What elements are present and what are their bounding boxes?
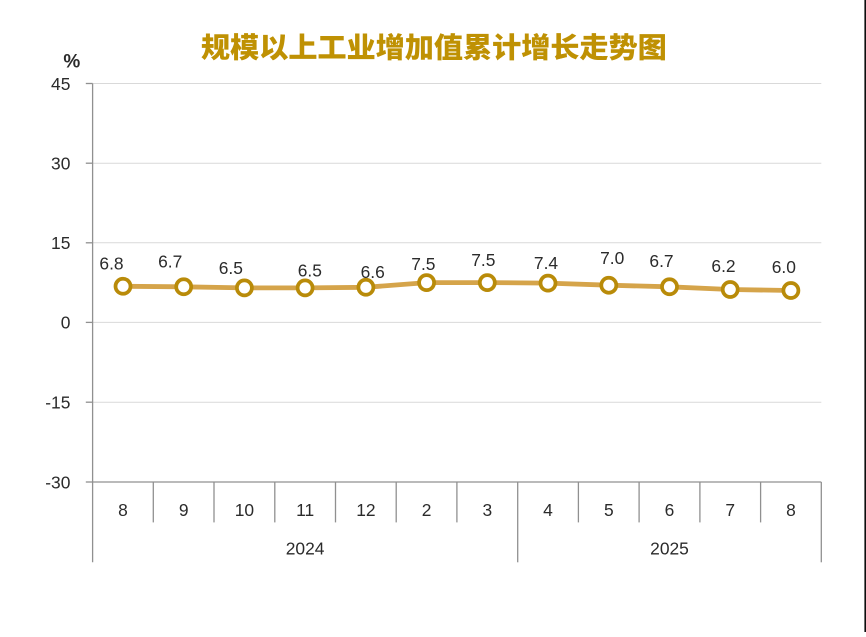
svg-text:0: 0: [61, 313, 71, 333]
svg-text:6.2: 6.2: [711, 256, 735, 276]
svg-text:12: 12: [356, 500, 375, 520]
svg-text:9: 9: [179, 500, 189, 520]
svg-text:6.7: 6.7: [649, 251, 673, 271]
svg-text:30: 30: [51, 154, 70, 174]
svg-text:6.7: 6.7: [158, 252, 182, 272]
svg-text:45: 45: [51, 74, 70, 94]
svg-text:7.5: 7.5: [411, 254, 435, 274]
svg-text:11: 11: [296, 500, 314, 520]
svg-text:8: 8: [118, 500, 128, 520]
svg-text:6.5: 6.5: [219, 258, 243, 278]
svg-text:8: 8: [786, 500, 796, 520]
svg-text:5: 5: [604, 500, 614, 520]
svg-text:6: 6: [665, 500, 675, 520]
svg-text:-15: -15: [45, 393, 70, 413]
svg-text:%: %: [63, 51, 80, 72]
svg-text:-30: -30: [45, 472, 70, 492]
svg-text:6.6: 6.6: [361, 262, 385, 282]
svg-text:4: 4: [543, 500, 553, 520]
svg-text:2: 2: [422, 500, 432, 520]
svg-text:15: 15: [51, 233, 70, 253]
svg-text:10: 10: [235, 500, 254, 520]
svg-text:6.5: 6.5: [298, 260, 322, 280]
svg-text:2025: 2025: [650, 538, 689, 558]
svg-text:7.5: 7.5: [471, 250, 495, 270]
svg-text:7.4: 7.4: [534, 253, 559, 273]
svg-text:2024: 2024: [286, 538, 325, 558]
svg-text:7.0: 7.0: [600, 248, 624, 268]
svg-text:6.8: 6.8: [99, 253, 123, 273]
svg-text:3: 3: [482, 500, 492, 520]
svg-text:6.0: 6.0: [772, 257, 796, 277]
svg-text:7: 7: [725, 500, 735, 520]
